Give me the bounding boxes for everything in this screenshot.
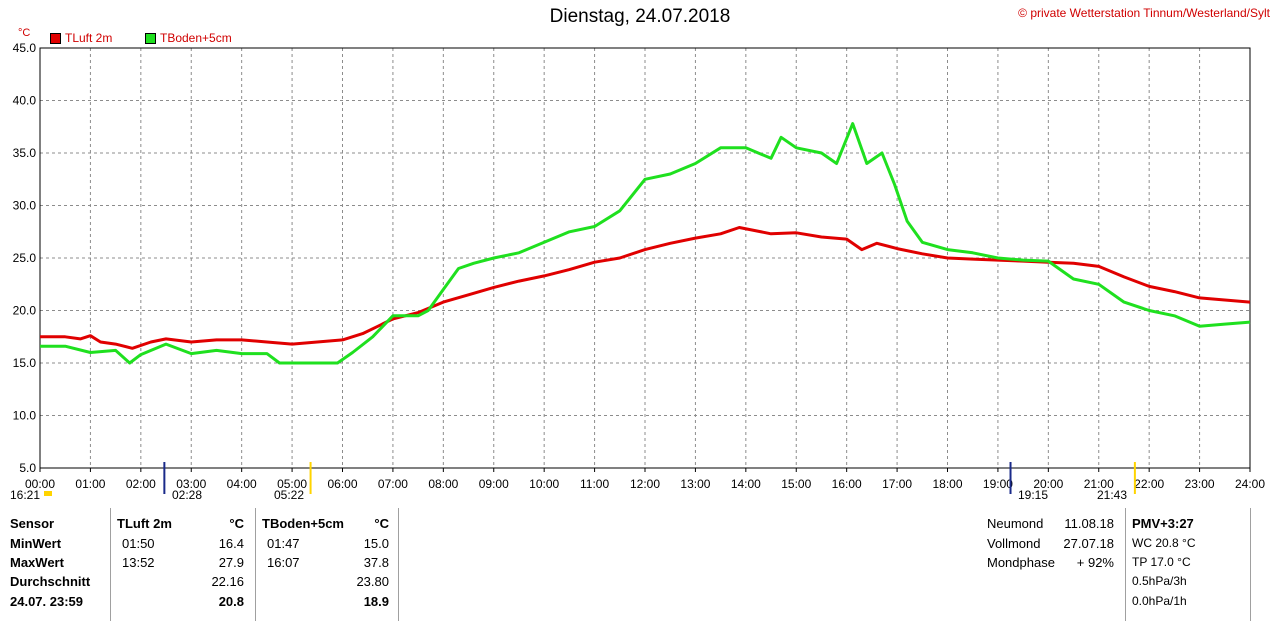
y-tick-label: 40.0 [13,94,37,108]
moon-value: 11.08.18 [1064,516,1114,531]
pmv-line: 0.0hPa/1h [1132,594,1187,608]
moon-label: Vollmond [987,536,1041,551]
x-tick-label: 09:00 [479,477,509,491]
x-tick-label: 04:00 [227,477,257,491]
stats-row-label: 24.07. 23:59 [10,594,84,609]
legend-label-tboden: TBoden+5cm [160,31,232,45]
chart-event-markers [44,462,1136,496]
legend-label-tluft: TLuft 2m [65,31,113,45]
x-tick-label: 03:00 [176,477,206,491]
stats-t1-time: 13:52 [122,555,155,570]
x-tick-label: 15:00 [781,477,811,491]
y-tick-label: 25.0 [13,251,37,265]
start-time-label: 16:21 [10,488,41,502]
stats-t2-value: 37.8 [363,555,389,570]
sunrise-label: 05:22 [274,488,305,502]
x-tick-label: 02:00 [126,477,156,491]
y-tick-label: 10.0 [13,409,37,423]
moonset-label: 02:28 [172,488,203,502]
x-tick-label: 19:00 [983,477,1013,491]
stats-row-label: MaxWert [10,555,64,570]
chart-grid [39,47,1251,469]
plot-frame [39,47,1251,469]
legend-item-tluft: TLuft 2m [50,31,112,45]
sunset-label: 21:43 [1097,488,1128,502]
x-tick-label: 17:00 [882,477,912,491]
stats-t1-value: 27.9 [218,555,244,570]
x-tick-label: 08:00 [428,477,458,491]
x-tick-label: 06:00 [327,477,357,491]
moon-label: Mondphase [987,555,1055,570]
stats-header-t2: TBoden+5cm [262,516,344,531]
pmv-line: 0.5hPa/3h [1132,574,1187,588]
stats-header-t1-unit: °C [229,516,244,531]
legend-item-tboden: TBoden+5cm [145,31,232,45]
stats-t1-value: 22.16 [211,574,244,589]
x-tick-label: 21:00 [1084,477,1114,491]
legend-swatch-tluft [50,32,61,44]
pmv-line: TP 17.0 °C [1132,555,1191,569]
y-tick-label: 35.0 [13,146,37,160]
x-tick-label: 16:00 [832,477,862,491]
x-tick-label: 14:00 [731,477,761,491]
x-tick-label: 01:00 [75,477,105,491]
stats-t2-value: 15.0 [363,536,389,551]
stats-t2-value: 23.80 [356,574,389,589]
y-tick-label: 45.0 [13,41,37,55]
stats-header-t2-unit: °C [374,516,389,531]
moonrise-label: 19:15 [1018,488,1049,502]
start-marker [44,491,52,496]
stats-header-t1: TLuft 2m [117,516,172,531]
legend-swatch-tboden [145,32,156,44]
stats-t2-value: 18.9 [363,594,389,609]
y-tick-label: 30.0 [13,199,37,213]
x-tick-label: 10:00 [529,477,559,491]
x-tick-label: 07:00 [378,477,408,491]
chart-axes: 5.0 10.0 15.0 20.0 25.0 30.0 35.0 40.0 45.0 00:00… [13,41,1266,491]
stats-t1-time: 01:50 [122,536,155,551]
x-tick-label: 13:00 [680,477,710,491]
chart-series [40,122,1251,365]
copyright-label: © private Wetterstation Tinnum/Westerlan… [1018,6,1270,20]
x-tick-label: 18:00 [932,477,962,491]
x-tick-label: 11:00 [580,477,609,491]
pmv-line: WC 20.8 °C [1132,536,1196,550]
x-tick-label: 05:00 [277,477,307,491]
temperature-chart: 5.0 10.0 15.0 20.0 25.0 30.0 35.0 40.0 45.0 00:00… [13,41,1266,496]
y-tick-label: 5.0 [19,461,36,475]
stats-row-label: Durchschnitt [10,574,91,589]
page-title: Dienstag, 24.07.2018 [549,6,731,27]
y-tick-label: 20.0 [13,304,37,318]
y-axis-unit: °C [18,27,31,39]
y-tick-label: 15.0 [13,356,37,370]
stats-header-sensor: Sensor [10,516,55,531]
stats-t1-value: 16.4 [218,536,244,551]
moon-value: + 92% [1076,555,1114,570]
moon-value: 27.07.18 [1063,536,1114,551]
stats-t2-time: 01:47 [267,536,300,551]
stats-t1-value: 20.8 [218,594,244,609]
stats-row-label: MinWert [10,536,62,551]
x-tick-label: 00:00 [25,477,55,491]
series-line-tboden [40,122,1251,365]
x-tick-label: 23:00 [1185,477,1215,491]
stats-table: Sensor TLuft 2m °C TBoden+5cm °C MinWert… [0,508,1280,621]
x-tick-label: 12:00 [630,477,660,491]
pmv-title: PMV+3:27 [1132,516,1194,531]
x-tick-label: 24:00 [1235,477,1265,491]
moon-label: Neumond [987,516,1044,531]
stats-t2-time: 16:07 [267,555,300,570]
x-tick-label: 22:00 [1134,477,1164,491]
x-tick-label: 20:00 [1033,477,1063,491]
